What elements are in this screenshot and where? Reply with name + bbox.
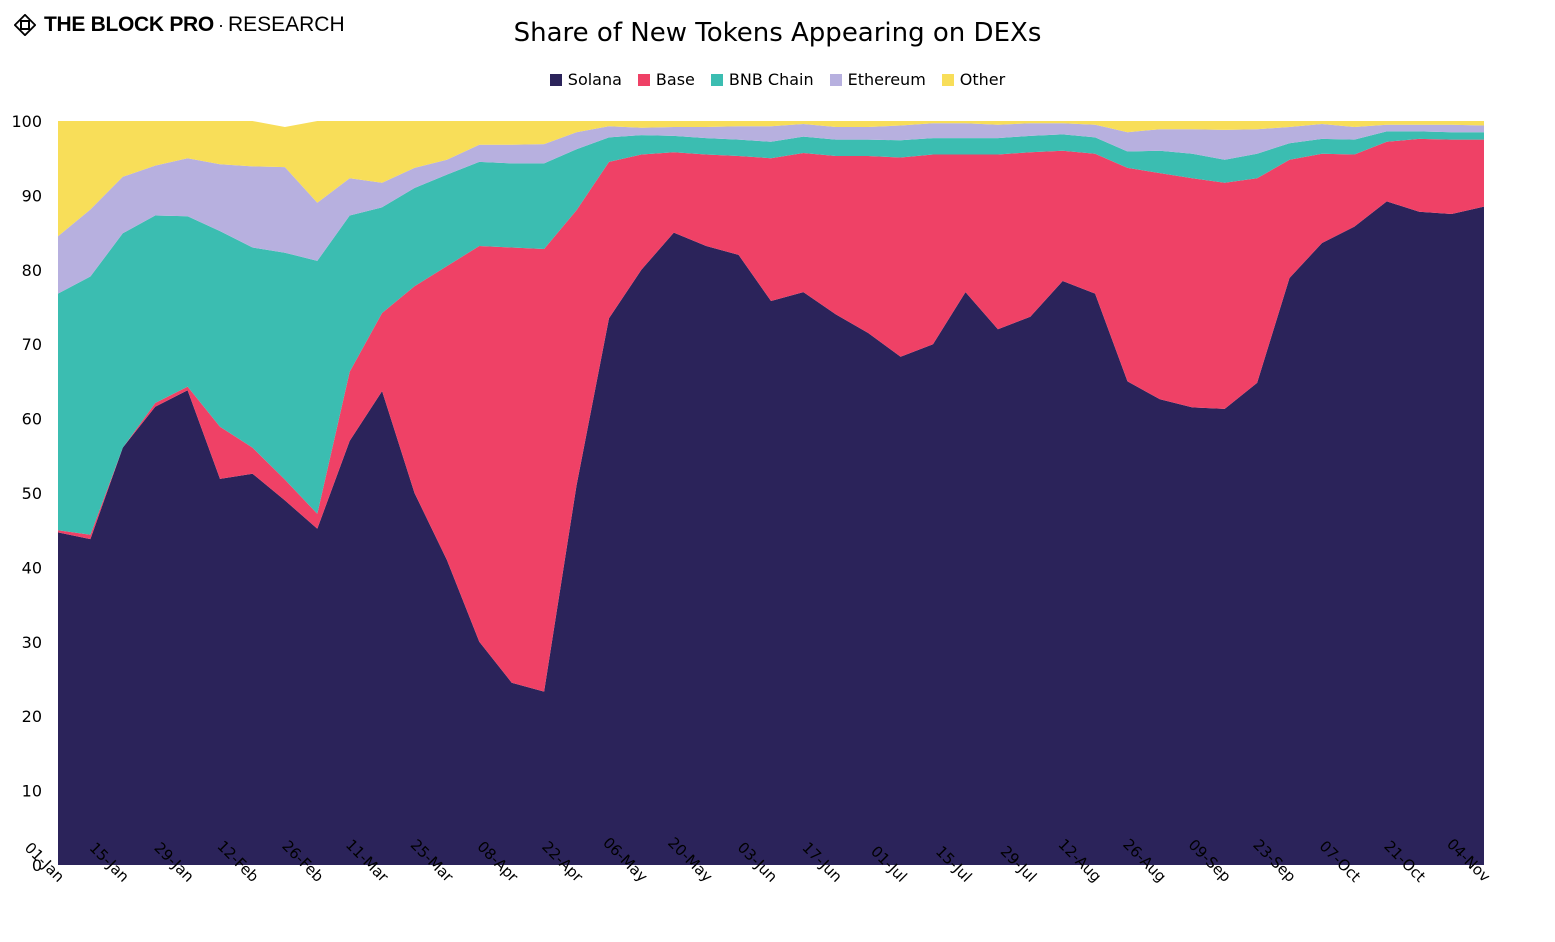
chart-areas	[58, 121, 1484, 865]
legend-item-base: Base	[637, 70, 695, 89]
legend-swatch	[829, 73, 842, 86]
brand-separator: ·	[217, 14, 224, 35]
legend-swatch	[941, 73, 954, 86]
area-ethereum	[58, 123, 1484, 294]
chart-title: Share of New Tokens Appearing on DEXs	[513, 18, 1042, 48]
y-tick-label: 90	[22, 186, 42, 205]
legend-label: Ethereum	[847, 70, 926, 89]
area-bnb-chain	[58, 131, 1484, 535]
legend-label: BNB Chain	[728, 70, 814, 89]
brand-name: THE BLOCK PRO	[44, 13, 214, 36]
y-axis-ticks: 0 10 20 30 40 50 60 70 80 90 100	[11, 112, 42, 875]
the-block-logo-icon	[14, 14, 36, 36]
y-tick-label: 70	[22, 335, 42, 354]
legend-swatch	[710, 73, 723, 86]
legend-label: Base	[655, 70, 695, 89]
brand-suffix: RESEARCH	[227, 13, 345, 36]
legend-item-ethereum: Ethereum	[829, 70, 926, 89]
y-tick-label: 40	[22, 558, 42, 577]
area-base	[58, 138, 1484, 692]
legend-label: Solana	[567, 70, 622, 89]
y-tick-label: 100	[11, 112, 42, 131]
legend-label: Other	[959, 70, 1006, 89]
legend-swatch	[549, 73, 562, 86]
y-tick-label: 30	[22, 633, 42, 652]
y-tick-label: 10	[22, 782, 42, 801]
legend-item-bnb-chain: BNB Chain	[710, 70, 814, 89]
chart-legend: Solana Base BNB Chain Ethereum Other	[0, 70, 1555, 89]
legend-item-other: Other	[941, 70, 1006, 89]
y-tick-label: 60	[22, 410, 42, 429]
legend-item-solana: Solana	[549, 70, 622, 89]
area-other	[58, 121, 1484, 237]
y-tick-label: 80	[22, 261, 42, 280]
y-tick-label: 0	[32, 856, 42, 875]
legend-swatch	[637, 73, 650, 86]
y-tick-label: 50	[22, 484, 42, 503]
y-tick-label: 20	[22, 707, 42, 726]
area-solana	[58, 201, 1484, 865]
brand-logo: THE BLOCK PRO · RESEARCH	[14, 10, 345, 40]
